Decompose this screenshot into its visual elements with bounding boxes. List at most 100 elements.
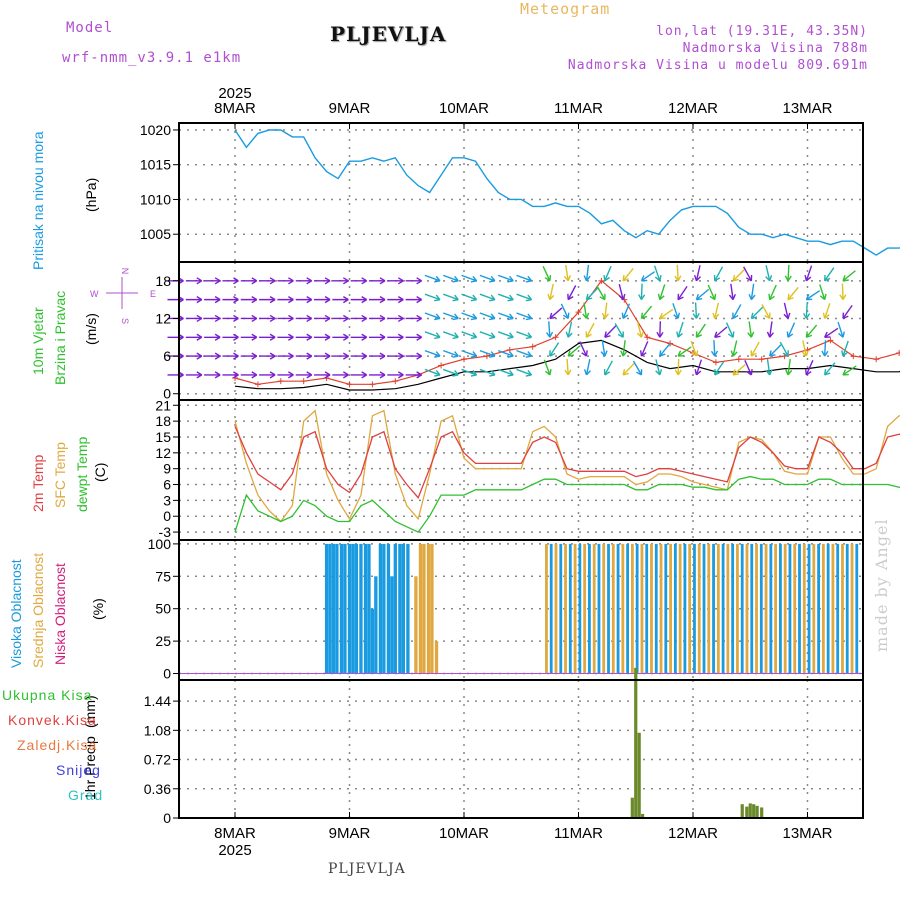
wind-arrow (692, 302, 700, 319)
wind-arrow-head (676, 331, 683, 338)
wind-arrow-head (452, 369, 459, 377)
panel-frame (178, 399, 864, 541)
wind-arrow-shaft (690, 340, 698, 357)
cloud-bar (386, 543, 391, 674)
wind-arrow-head (640, 275, 648, 282)
time-label-bottom: 8MAR (214, 825, 256, 842)
cloud-bar (430, 543, 434, 674)
wind-arrow (314, 333, 331, 341)
y-tick-label: 0 (163, 508, 171, 524)
year-label-bottom: 2025 (218, 842, 251, 859)
wind-gust-marker (323, 375, 330, 382)
wind-arrow (204, 277, 221, 285)
wind-arrow (497, 349, 514, 358)
wind-arrow (479, 368, 496, 377)
time-label-bottom: 10MAR (439, 825, 489, 842)
wind-arrow (479, 293, 496, 302)
wind-arrow-head (784, 275, 792, 282)
wind-arrow (707, 284, 717, 301)
y-tick-label: 25 (155, 633, 171, 649)
cloud-bar-dense (673, 543, 677, 674)
wind-gust-marker (827, 337, 834, 344)
precip-bar (755, 805, 759, 818)
wind-arrow (240, 277, 258, 285)
wind-arrow-head (601, 312, 609, 319)
wind-arrow-shaft (567, 345, 581, 357)
wind-arrow (479, 331, 496, 340)
wind-arrow-head (821, 350, 829, 357)
compass-rose: W E N S (90, 268, 156, 324)
wind-arrow (585, 322, 595, 338)
cloud-bar-dense (774, 543, 778, 674)
wind-arrow (805, 290, 821, 301)
wind-arrow-shaft (641, 271, 655, 282)
wind-arrow-shaft (585, 264, 590, 281)
wind-arrow-shaft (424, 331, 441, 338)
wind-arrow-head (732, 274, 739, 282)
cloud-bar-dense (568, 543, 572, 674)
wind-arrow (222, 277, 239, 285)
wind-arrow (350, 296, 368, 304)
wind-arrow-shaft (732, 340, 738, 357)
wind-arrow (769, 344, 782, 357)
wind-arrow-head (233, 296, 239, 304)
wind-arrow-head (585, 331, 592, 338)
cloud-bar-dense (755, 543, 758, 674)
wind-arrow (368, 371, 386, 379)
wind-gust-marker (346, 381, 353, 388)
wind-gust-marker (667, 340, 674, 347)
cloud-bar (359, 543, 363, 674)
panel-frame (178, 122, 864, 263)
wind-arrow-head (251, 296, 258, 304)
wind-arrow-shaft (677, 321, 684, 338)
wind-arrow (549, 307, 563, 320)
wind-arrow-head (805, 331, 813, 338)
precip-bar (641, 813, 645, 818)
time-label-top: 10MAR (439, 100, 489, 117)
cloud-bar (367, 543, 371, 674)
wind-arrow (787, 286, 799, 301)
wind-arrow-head (507, 294, 514, 302)
wind-arrow-head (269, 314, 276, 323)
wind-arrow-head (639, 350, 647, 357)
wind-arrow-head (547, 293, 555, 301)
wind-arrow-head (766, 331, 774, 338)
wind-arrow (204, 296, 221, 304)
wind-arrow (614, 323, 624, 338)
wind-arrow-head (764, 312, 771, 320)
wind-arrow-shaft (479, 368, 496, 376)
wind-arrow (713, 266, 724, 282)
wind-arrow (750, 341, 760, 357)
wind-arrow (259, 371, 276, 379)
cloud-bar (328, 543, 332, 674)
wind-arrow-head (585, 293, 593, 301)
wind-arrow (765, 358, 773, 376)
meteogram-label: Meteogram (520, 0, 611, 18)
wind-arrow-head (269, 277, 276, 285)
wind-gust-marker (850, 353, 857, 360)
wind-arrow-shaft (765, 265, 771, 281)
wind-arrow-head (525, 294, 533, 302)
wind-arrow (639, 341, 649, 357)
cloud-bar-dense (855, 543, 859, 674)
wind-arrow-shaft (640, 341, 649, 357)
wind-arrow-head (622, 274, 629, 282)
wind-arrow (461, 293, 478, 302)
wind-arrow (332, 371, 349, 379)
wind-arrow (332, 277, 349, 285)
wind-arrow-head (489, 332, 496, 340)
precip-bar (637, 732, 641, 818)
cloud-bar (339, 543, 344, 674)
wind-arrow-head (785, 369, 793, 376)
y-tick-label: 3 (163, 492, 171, 508)
wind-arrow (387, 352, 404, 360)
cloud-bar-dense (750, 543, 754, 674)
wind-arrow-head (342, 314, 349, 323)
cloud-bar-dense (740, 543, 744, 674)
wind-arrow-head (583, 275, 591, 282)
cloud-bar-dense (726, 543, 730, 674)
cloud-bar-dense (798, 543, 801, 674)
wind-arrow-head (361, 314, 368, 323)
cloud-bar-dense (702, 543, 706, 674)
